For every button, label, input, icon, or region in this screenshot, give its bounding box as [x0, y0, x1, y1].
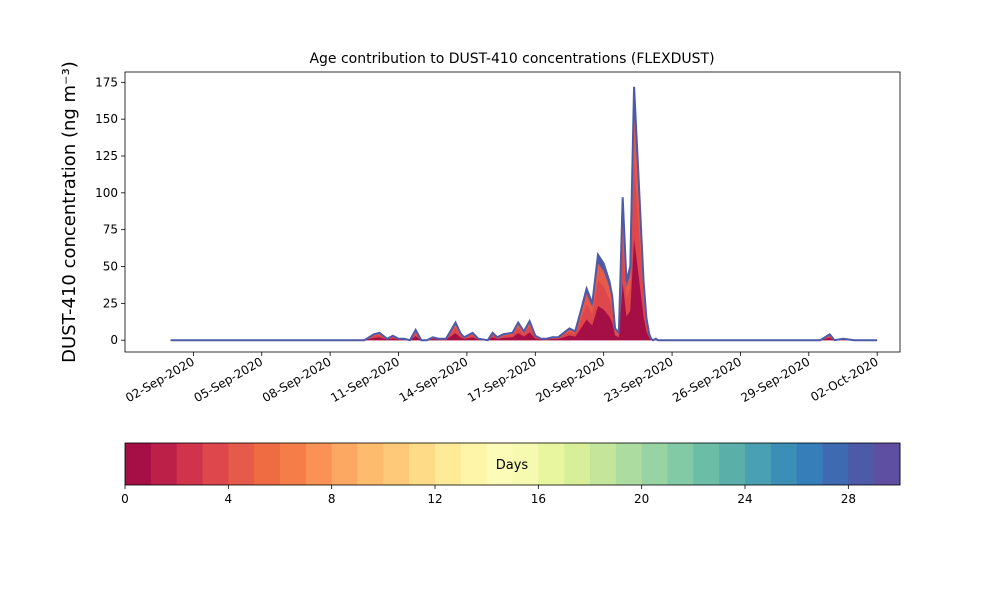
colorbar-cell: [305, 443, 333, 485]
y-tick-label: 100: [95, 186, 118, 200]
y-tick-label: 0: [110, 333, 118, 347]
age-bands: [170, 86, 878, 341]
colorbar-frame: [124, 442, 901, 486]
colorbar-cell: [848, 443, 875, 485]
colorbar-cell: [228, 443, 255, 485]
y-tick-label: 150: [95, 112, 118, 126]
age-band-area: [170, 86, 878, 341]
plot-frame: [124, 71, 901, 353]
colorbar-cell: [615, 443, 643, 485]
colorbar-cell: [176, 443, 203, 485]
colorbar-cell: [383, 443, 410, 485]
x-tick-label: 20-Sep-2020: [533, 354, 607, 405]
total-line: [170, 86, 878, 342]
colorbar-label: Days: [496, 458, 529, 473]
plot-area: 0 25 50 75 100 125 150 175 02-Sep-202005-Sep-20…: [95, 71, 901, 405]
y-tick-label: 125: [95, 149, 118, 163]
colorbar-tick-label: 4: [225, 492, 233, 506]
x-tick-label: 02-Oct-2020: [808, 354, 880, 404]
colorbar-tick-label: 12: [427, 492, 442, 506]
colorbar-cell: [564, 443, 591, 485]
colorbar-cell: [486, 443, 513, 485]
colorbar-cell: [435, 443, 462, 485]
x-tick-label: 26-Sep-2020: [670, 354, 744, 405]
colorbar-cell: [538, 443, 565, 485]
colorbar: Days 0 4 8 12 16 20 24 28: [121, 442, 901, 506]
colorbar-tick-label: 16: [531, 492, 546, 506]
colorbar-cell: [874, 443, 901, 485]
colorbar-cell: [460, 443, 488, 485]
colorbar-tick-label: 0: [121, 492, 129, 506]
colorbar-cell: [719, 443, 746, 485]
colorbar-cell: [641, 443, 668, 485]
colorbar-cell: [254, 443, 281, 485]
x-tick-label: 17-Sep-2020: [465, 354, 539, 405]
colorbar-cells: [125, 443, 901, 485]
colorbar-tick-label: 20: [634, 492, 649, 506]
colorbar-cell: [409, 443, 436, 485]
y-axis-label: DUST-410 concentration (ng m⁻³): [59, 61, 80, 363]
colorbar-tick-label: 8: [328, 492, 336, 506]
colorbar-cell: [357, 443, 384, 485]
x-axis: 02-Sep-202005-Sep-202008-Sep-202011-Sep-…: [123, 352, 881, 405]
colorbar-cell: [590, 443, 617, 485]
colorbar-tick-label: 28: [841, 492, 856, 506]
colorbar-cell: [796, 443, 823, 485]
colorbar-cell: [770, 443, 798, 485]
colorbar-cell: [822, 443, 849, 485]
colorbar-cell: [331, 443, 358, 485]
x-tick-label: 08-Sep-2020: [260, 354, 334, 405]
colorbar-cell: [667, 443, 694, 485]
colorbar-cell: [125, 443, 152, 485]
colorbar-cell: [280, 443, 307, 485]
colorbar-cell: [512, 443, 539, 485]
x-tick-label: 14-Sep-2020: [397, 354, 471, 405]
x-tick-label: 11-Sep-2020: [328, 354, 402, 405]
y-tick-label: 75: [103, 223, 118, 237]
y-tick-label: 50: [103, 260, 118, 274]
y-tick-label: 25: [103, 296, 118, 310]
age-band-area: [170, 112, 878, 341]
x-tick-label: 29-Sep-2020: [739, 354, 813, 405]
colorbar-cell: [693, 443, 720, 485]
x-tick-label: 05-Sep-2020: [191, 354, 265, 405]
colorbar-ticks: 0 4 8 12 16 20 24 28: [121, 485, 856, 506]
y-tick-label: 175: [95, 75, 118, 89]
colorbar-tick-label: 24: [737, 492, 752, 506]
y-axis: 0 25 50 75 100 125 150 175: [95, 75, 125, 347]
colorbar-cell: [150, 443, 178, 485]
x-tick-label: 02-Sep-2020: [123, 354, 197, 405]
age-band-area: [170, 238, 878, 341]
colorbar-cell: [202, 443, 229, 485]
x-tick-label: 23-Sep-2020: [602, 354, 676, 405]
colorbar-cell: [745, 443, 772, 485]
age-band-area: [170, 162, 878, 341]
chart-title: Age contribution to DUST-410 concentrati…: [309, 51, 714, 67]
